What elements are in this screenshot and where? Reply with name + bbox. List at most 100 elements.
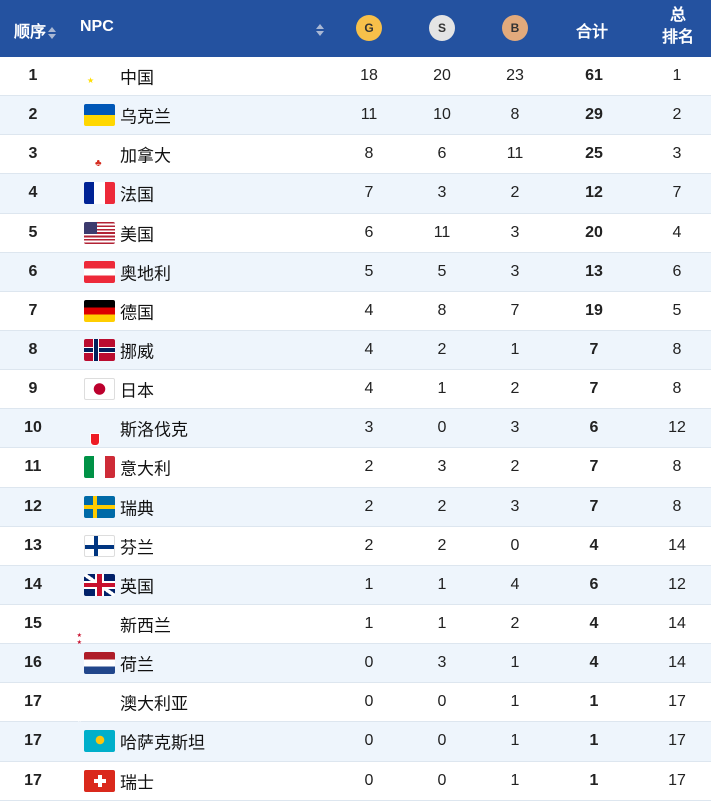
bronze-cell: 3	[510, 262, 520, 280]
sort-by-order[interactable]: 顺序	[14, 18, 57, 42]
country-name[interactable]: 加拿大	[120, 146, 171, 166]
flag-icon	[84, 573, 115, 596]
silver-cell: 1	[437, 380, 447, 398]
table-row[interactable]: 8 挪威 4 2 1 7 8	[0, 330, 711, 371]
flag-icon	[84, 378, 115, 401]
order-cell: 13	[24, 536, 42, 554]
order-cell: 4	[28, 184, 38, 202]
bronze-cell: 23	[506, 67, 524, 85]
gold-cell: 0	[364, 771, 374, 789]
table-row[interactable]: 3 加拿大 8 6 11 25 3	[0, 135, 711, 175]
gold-cell: 4	[364, 380, 374, 398]
silver-cell: 2	[437, 341, 447, 359]
country-name[interactable]: 英国	[120, 577, 154, 597]
gold-cell: 18	[360, 67, 378, 85]
table-row[interactable]: 16 荷兰 0 3 1 4 14	[0, 644, 711, 684]
bronze-cell: 3	[510, 223, 520, 241]
table-row[interactable]: 17 澳大利亚 0 0 1 1 17	[0, 683, 711, 723]
country-name[interactable]: 新西兰	[120, 616, 171, 636]
order-cell: 12	[24, 497, 42, 515]
country-name[interactable]: 奥地利	[120, 264, 171, 284]
rank-cell: 14	[668, 615, 686, 633]
country-name[interactable]: 瑞典	[120, 499, 154, 519]
country-name[interactable]: 荷兰	[120, 655, 154, 675]
bronze-cell: 1	[510, 654, 520, 672]
rank-cell: 1	[672, 67, 682, 85]
country-name[interactable]: 中国	[120, 68, 154, 88]
rank-cell: 17	[668, 771, 686, 789]
bronze-cell: 8	[510, 106, 520, 124]
order-cell: 17	[24, 771, 42, 789]
country-name[interactable]: 挪威	[120, 342, 154, 362]
table-row[interactable]: 17 哈萨克斯坦 0 0 1 1 17	[0, 722, 711, 762]
bronze-cell: 1	[510, 693, 520, 711]
order-cell: 6	[28, 262, 38, 280]
rank-cell: 2	[672, 106, 682, 124]
total-cell: 7	[589, 341, 599, 359]
silver-cell: 11	[433, 223, 451, 241]
gold-cell: 3	[364, 419, 374, 437]
table-row[interactable]: 14 英国 1 1 4 6 12	[0, 565, 711, 605]
table-row[interactable]: 13 芬兰 2 2 0 4 14	[0, 527, 711, 566]
rank-cell: 14	[668, 654, 686, 672]
country-name[interactable]: 瑞士	[120, 773, 154, 793]
total-cell: 29	[585, 106, 603, 124]
country-name[interactable]: 芬兰	[120, 538, 154, 558]
table-row[interactable]: 15 新西兰 1 1 2 4 14	[0, 605, 711, 645]
table-row[interactable]: 5 美国 6 11 3 20 4	[0, 214, 711, 253]
table-row[interactable]: 1 中国 18 20 23 61 1	[0, 57, 711, 97]
gold-cell: 4	[364, 301, 374, 319]
table-row[interactable]: 2 乌克兰 11 10 8 29 2	[0, 96, 711, 136]
bronze-cell: 2	[510, 184, 520, 202]
bronze-cell: 3	[510, 419, 520, 437]
country-name[interactable]: 德国	[120, 303, 154, 323]
flag-icon	[84, 495, 115, 518]
order-cell: 15	[24, 615, 42, 633]
gold-cell: 0	[364, 732, 374, 750]
sort-npc-icon[interactable]	[316, 23, 324, 36]
table-header: 顺序 NPC G S B 合计 总排名	[0, 0, 711, 57]
flag-icon	[84, 652, 115, 675]
table-row[interactable]: 9 日本 4 1 2 7 8	[0, 370, 711, 410]
country-name[interactable]: 意大利	[120, 459, 171, 479]
silver-medal-icon[interactable]: S	[429, 15, 455, 41]
flag-icon	[84, 456, 115, 479]
table-row[interactable]: 7 德国 4 8 7 19 5	[0, 292, 711, 331]
country-name[interactable]: 美国	[120, 225, 154, 245]
bronze-medal-icon[interactable]: B	[502, 15, 528, 41]
overall-rank-header[interactable]: 总排名	[662, 7, 695, 46]
country-name[interactable]: 法国	[120, 185, 154, 205]
table-row[interactable]: 11 意大利 2 3 2 7 8	[0, 448, 711, 488]
rank-cell: 12	[668, 419, 686, 437]
bronze-cell: 7	[510, 301, 520, 319]
country-name[interactable]: 斯洛伐克	[120, 420, 188, 440]
table-row[interactable]: 4 法国 7 3 2 12 7	[0, 174, 711, 214]
country-name[interactable]: 乌克兰	[120, 107, 171, 127]
total-header[interactable]: 合计	[576, 24, 609, 41]
table-row[interactable]: 10 斯洛伐克 3 0 3 6 12	[0, 409, 711, 449]
silver-cell: 8	[437, 301, 447, 319]
total-cell: 6	[589, 575, 599, 593]
rank-cell: 7	[672, 184, 682, 202]
flag-icon	[84, 104, 115, 127]
flag-icon	[84, 221, 115, 244]
table-row[interactable]: 17 瑞士 0 0 1 1 17	[0, 762, 711, 801]
gold-cell: 8	[364, 145, 374, 163]
flag-icon	[84, 769, 115, 792]
total-cell: 1	[589, 693, 599, 711]
table-row[interactable]: 6 奥地利 5 5 3 13 6	[0, 252, 711, 292]
silver-cell: 3	[437, 654, 447, 672]
total-cell: 4	[589, 615, 599, 633]
order-cell: 14	[24, 575, 42, 593]
order-cell: 1	[28, 67, 38, 85]
table-row[interactable]: 12 瑞典 2 2 3 7 8	[0, 487, 711, 527]
rank-cell: 17	[668, 732, 686, 750]
gold-medal-icon[interactable]: G	[356, 15, 382, 41]
total-cell: 25	[585, 145, 603, 163]
total-cell: 19	[585, 301, 603, 319]
country-name[interactable]: 澳大利亚	[120, 694, 188, 714]
country-name[interactable]: 日本	[120, 381, 154, 401]
country-name[interactable]: 哈萨克斯坦	[120, 733, 205, 753]
rank-cell: 8	[672, 341, 682, 359]
silver-cell: 1	[437, 615, 447, 633]
